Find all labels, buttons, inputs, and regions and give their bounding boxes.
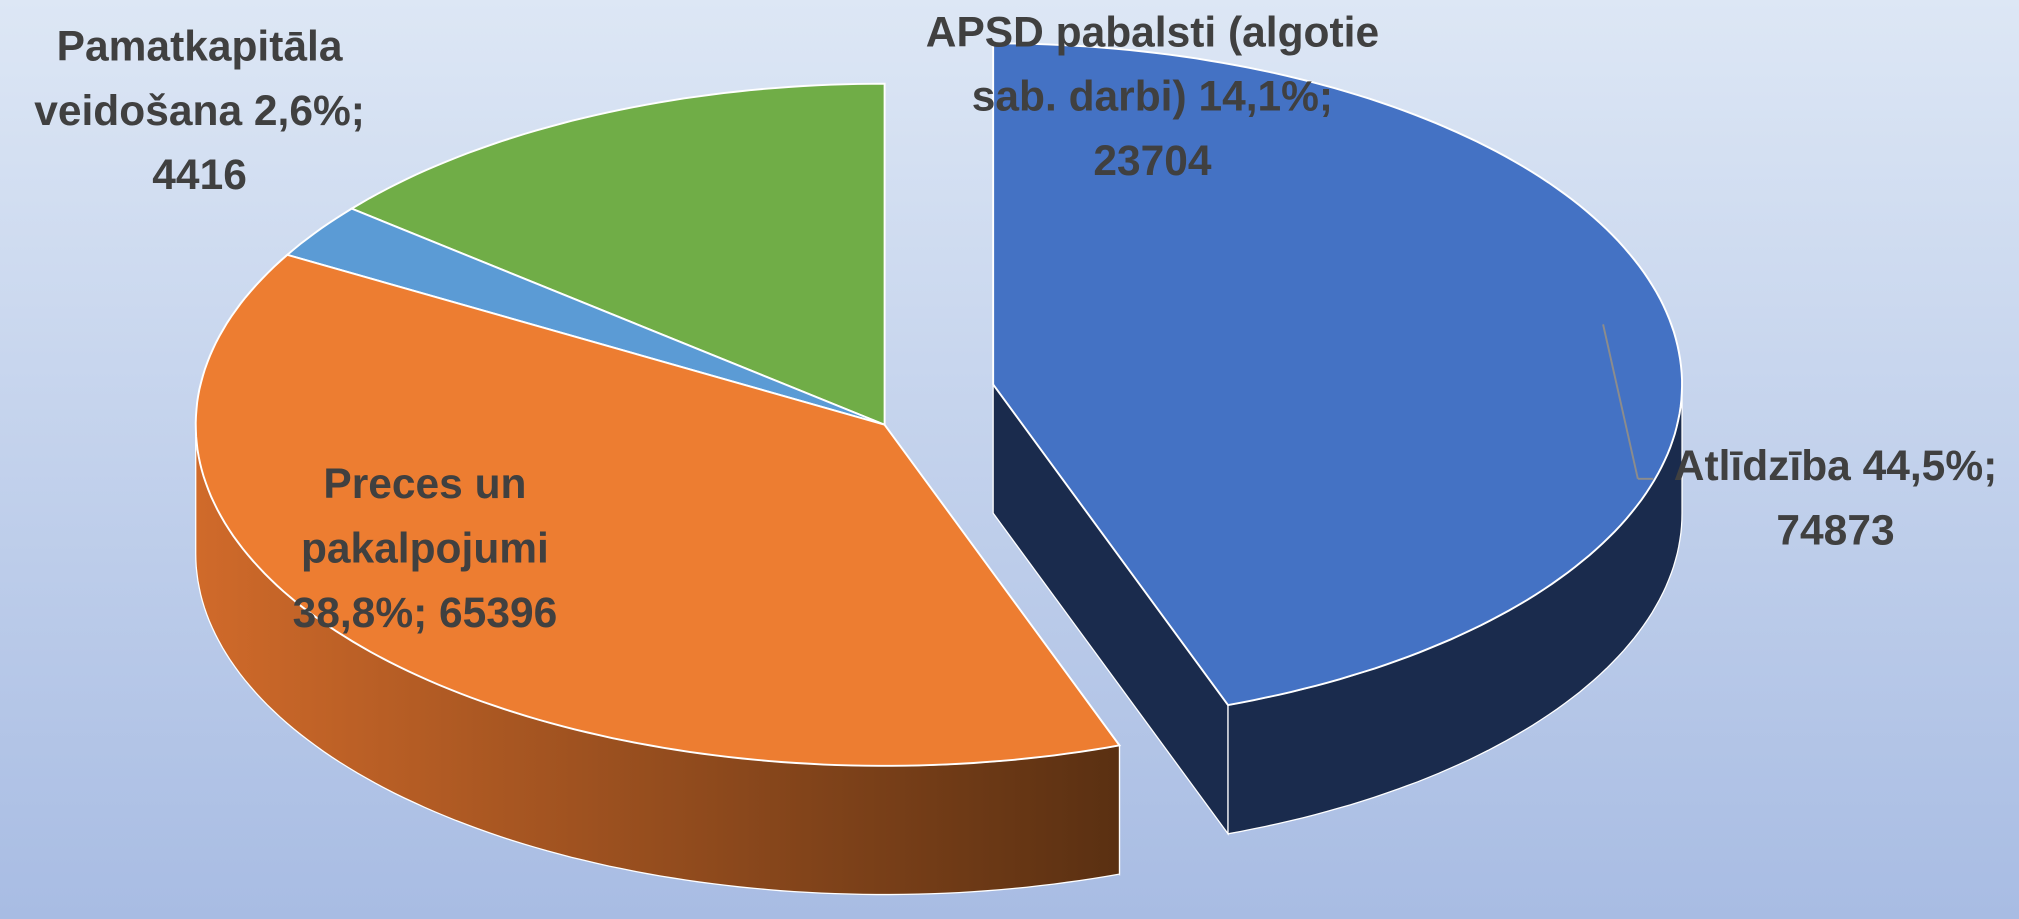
category-label: Pamatkapitāla veidošana	[34, 21, 343, 134]
data-label: Pamatkapitāla veidošana 2,6%; 4416	[0, 14, 399, 207]
value-label: 2,6%; 4416	[152, 86, 365, 199]
label-text: Pamatkapitāla veidošana 2,6%; 4416	[0, 14, 399, 207]
label-text: Atlīdzība 44,5%; 74873	[1652, 434, 2019, 563]
category-label: APSD pabalsti (algotie sab. darbi)	[925, 7, 1380, 120]
slice-top	[285, 207, 885, 426]
slice	[992, 42, 1683, 836]
slice-top	[349, 82, 886, 427]
value-label: 38,8%; 65396	[292, 588, 558, 636]
value-label: 44,5%; 74873	[1776, 441, 1998, 554]
data-label: Preces un pakalpojumi 38,8%; 65396	[258, 452, 593, 645]
slice	[194, 253, 1122, 896]
data-label: Atlīdzība 44,5%; 74873	[1652, 434, 2019, 563]
data-label: APSD pabalsti (algotie sab. darbi) 14,1%…	[921, 0, 1385, 193]
slice-top	[194, 253, 1122, 767]
labels: Atlīdzība 44,5%; 74873 Preces un pakalpoj…	[0, 0, 2019, 645]
pie	[194, 42, 1683, 896]
slice-top	[992, 42, 1683, 707]
label-text: Preces un pakalpojumi 38,8%; 65396	[258, 452, 593, 645]
category-label: Preces un pakalpojumi	[300, 459, 549, 572]
value-label: 14,1%; 23704	[1093, 72, 1334, 185]
leader-line	[1602, 324, 1639, 480]
label-text: APSD pabalsti (algotie sab. darbi) 14,1%…	[921, 0, 1385, 193]
category-label: Atlīdzība	[1673, 441, 1851, 490]
